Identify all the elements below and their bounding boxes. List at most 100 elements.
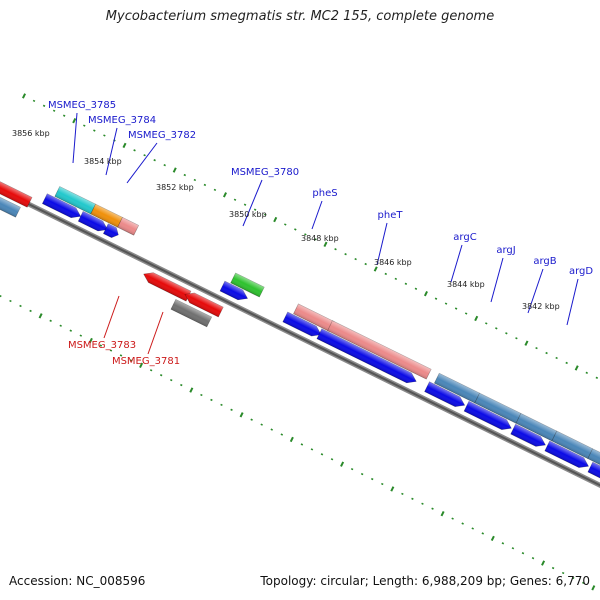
kbp-label: 3846 kbp <box>374 258 412 267</box>
tick-mark-outer <box>555 356 558 360</box>
tick-mark-inner <box>481 532 485 535</box>
backbone-core <box>0 188 600 487</box>
tick-mark-outer <box>83 124 86 127</box>
tick-mark-inner <box>129 359 133 362</box>
tick-mark-inner <box>200 393 203 397</box>
tick-mark-inner <box>440 510 445 517</box>
tick-mark-inner <box>109 349 113 352</box>
tick-mark-outer <box>172 167 177 173</box>
tick-mark-inner <box>159 374 163 377</box>
tick-mark-inner <box>490 535 495 542</box>
tick-mark-inner <box>330 458 334 461</box>
gene-label: MSMEG_3783 <box>68 340 136 351</box>
tick-mark-inner <box>582 581 585 585</box>
tick-mark-inner <box>180 383 183 387</box>
tick-mark-outer <box>565 361 568 365</box>
gene-feature <box>184 292 224 318</box>
gene-feature <box>230 272 265 298</box>
tick-mark-outer <box>143 154 146 157</box>
tick-mark-inner <box>521 552 525 555</box>
tick-mark-inner <box>220 403 223 407</box>
tick-mark-inner <box>501 542 505 545</box>
tick-mark-inner <box>230 408 233 411</box>
tick-mark-outer <box>263 213 267 216</box>
tick-mark-outer <box>183 173 187 177</box>
tick-mark-inner <box>561 571 565 575</box>
gene-leader-line <box>566 278 579 326</box>
tick-mark-inner <box>461 522 464 525</box>
tick-mark-inner <box>360 472 364 476</box>
tick-mark-outer <box>323 241 328 247</box>
tick-mark-outer <box>464 312 468 315</box>
gene-feature <box>515 413 558 442</box>
tick-mark-outer <box>354 257 357 261</box>
kbp-label: 3854 kbp <box>84 157 122 166</box>
gene-label: argB <box>533 256 556 267</box>
gene-leader-line <box>527 268 544 314</box>
tick-mark-inner <box>390 486 395 492</box>
tick-mark-outer <box>364 262 367 266</box>
gene-feature <box>54 186 96 215</box>
kbp-label: 3848 kbp <box>301 234 339 243</box>
gene-leader-line <box>105 127 118 176</box>
tick-mark-inner <box>340 461 345 467</box>
tick-mark-outer <box>243 203 247 206</box>
gene-feature <box>463 400 512 430</box>
kbp-label: 3844 kbp <box>447 280 485 289</box>
gene-feature <box>170 298 213 328</box>
tick-mark-inner <box>280 433 284 436</box>
tick-mark-inner <box>189 387 194 393</box>
gene-feature <box>316 328 417 384</box>
tick-mark-outer <box>545 351 548 355</box>
tick-mark-outer <box>314 238 317 241</box>
tick-mark-inner <box>401 492 404 496</box>
tick-mark-inner <box>511 547 515 550</box>
tick-mark-outer <box>193 178 197 182</box>
tick-mark-outer <box>72 117 77 124</box>
gene-feature <box>587 461 600 487</box>
tick-mark-inner <box>119 354 123 357</box>
tick-mark-outer <box>373 266 378 272</box>
tick-mark-outer <box>103 134 106 137</box>
tick-mark-inner <box>19 304 22 308</box>
gene-label: argD <box>569 266 593 277</box>
gene-label: pheT <box>378 210 404 221</box>
gene-leader-line <box>126 142 158 184</box>
gene-leader-line <box>490 257 504 303</box>
gene-feature <box>474 392 522 424</box>
tick-mark-outer <box>595 376 599 379</box>
tick-mark-inner <box>88 337 93 344</box>
gene-label: MSMEG_3781 <box>112 356 180 367</box>
tick-mark-outer <box>394 277 398 281</box>
tick-mark-inner <box>591 585 596 591</box>
gene-feature <box>77 210 109 232</box>
tick-mark-inner <box>250 418 253 421</box>
tick-mark-outer <box>414 287 418 290</box>
tick-mark-outer <box>574 365 579 371</box>
tick-mark-outer <box>334 248 337 251</box>
tick-mark-inner <box>431 507 434 510</box>
gene-leader-line <box>376 222 388 266</box>
kbp-label: 3852 kbp <box>156 183 194 192</box>
gene-leader-line <box>72 112 78 164</box>
tick-mark-inner <box>149 369 153 372</box>
gene-feature <box>143 272 192 302</box>
tick-mark-inner <box>69 329 73 332</box>
tick-mark-outer <box>404 282 408 285</box>
tick-mark-inner <box>551 566 555 570</box>
tick-mark-outer <box>21 93 26 99</box>
tick-mark-outer <box>222 192 227 198</box>
gene-feature <box>424 381 466 407</box>
tick-mark-outer <box>62 114 66 117</box>
map-title: Mycobacterium smegmatis str. MC2 155, co… <box>105 9 495 24</box>
tick-mark-outer <box>122 142 127 149</box>
tick-mark-inner <box>381 482 384 486</box>
tick-mark-outer <box>495 327 498 330</box>
tick-mark-outer <box>213 188 217 192</box>
gene-feature <box>433 372 481 404</box>
tick-mark-outer <box>203 183 207 187</box>
tick-mark-outer <box>515 337 518 340</box>
tick-mark-outer <box>32 99 36 103</box>
kbp-label: 3856 kbp <box>12 129 50 138</box>
